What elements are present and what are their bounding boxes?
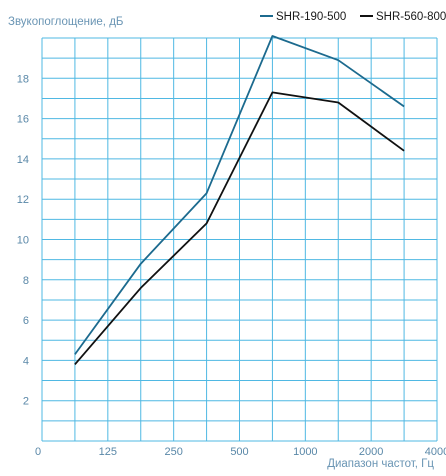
x-axis-ticks: 0 125 250 500 1000 2000 4000	[35, 446, 446, 458]
x-tick-label: 1000	[293, 446, 317, 458]
x-tick-label: 2000	[359, 446, 383, 458]
x-axis-label: Диапазон частот, Гц	[327, 458, 434, 470]
y-tick-label: 18	[17, 73, 29, 85]
y-tick-label: 6	[23, 315, 29, 327]
y-axis-label: Звукопоглощение, дБ	[8, 16, 123, 28]
x-tick-label: 500	[230, 446, 248, 458]
y-tick-label: 14	[17, 154, 29, 166]
y-tick-label: 8	[23, 275, 29, 287]
legend-label: SHR-560-800	[376, 11, 446, 23]
y-axis-ticks: 2 4 6 8 10 12 14 16 18	[17, 73, 29, 407]
chart-series-lines	[74, 35, 405, 365]
series-line-1	[74, 35, 405, 355]
chart-legend: SHR-190-500 SHR-560-800	[260, 11, 446, 23]
y-tick-label: 4	[23, 355, 29, 367]
y-tick-label: 10	[17, 235, 29, 247]
x-tick-label: 4000	[425, 446, 446, 458]
y-tick-label: 16	[17, 114, 29, 126]
series-line-2	[74, 91, 405, 365]
legend-label: SHR-190-500	[276, 11, 346, 23]
chart-grid	[41, 37, 438, 442]
x-tick-label: 0	[35, 446, 41, 458]
x-tick-label: 250	[164, 446, 182, 458]
y-tick-label: 2	[23, 396, 29, 408]
y-tick-label: 12	[17, 194, 29, 206]
x-tick-label: 125	[99, 446, 117, 458]
